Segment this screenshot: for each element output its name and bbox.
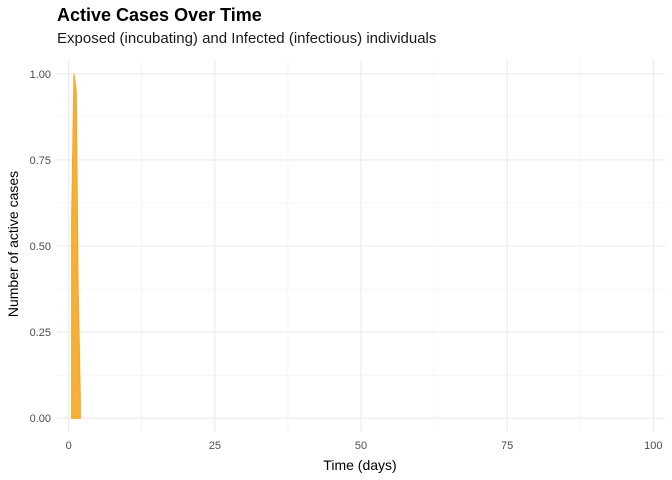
grid-major xyxy=(57,60,665,432)
x-tick-label: 75 xyxy=(501,440,513,452)
y-tick-label: 0.00 xyxy=(30,413,51,425)
x-tick-label: 0 xyxy=(66,440,72,452)
chart-title: Active Cases Over Time xyxy=(57,5,262,25)
x-tick-label: 50 xyxy=(355,440,367,452)
y-tick-label: 0.50 xyxy=(30,241,51,253)
x-tick-label: 25 xyxy=(209,440,221,452)
y-tick-label: 0.25 xyxy=(30,327,51,339)
x-tick-labels: 0 25 50 75 100 xyxy=(66,440,663,452)
y-tick-label: 0.75 xyxy=(30,155,51,167)
series-area xyxy=(71,73,81,419)
data-marks xyxy=(71,73,81,419)
y-axis-label: Number of active cases xyxy=(5,171,21,317)
y-tick-labels: 0.00 0.25 0.50 0.75 1.00 xyxy=(30,69,51,425)
x-axis-label: Time (days) xyxy=(323,457,396,473)
chart-subtitle: Exposed (incubating) and Infected (infec… xyxy=(57,30,437,47)
y-tick-label: 1.00 xyxy=(30,69,51,81)
x-tick-label: 100 xyxy=(644,440,662,452)
